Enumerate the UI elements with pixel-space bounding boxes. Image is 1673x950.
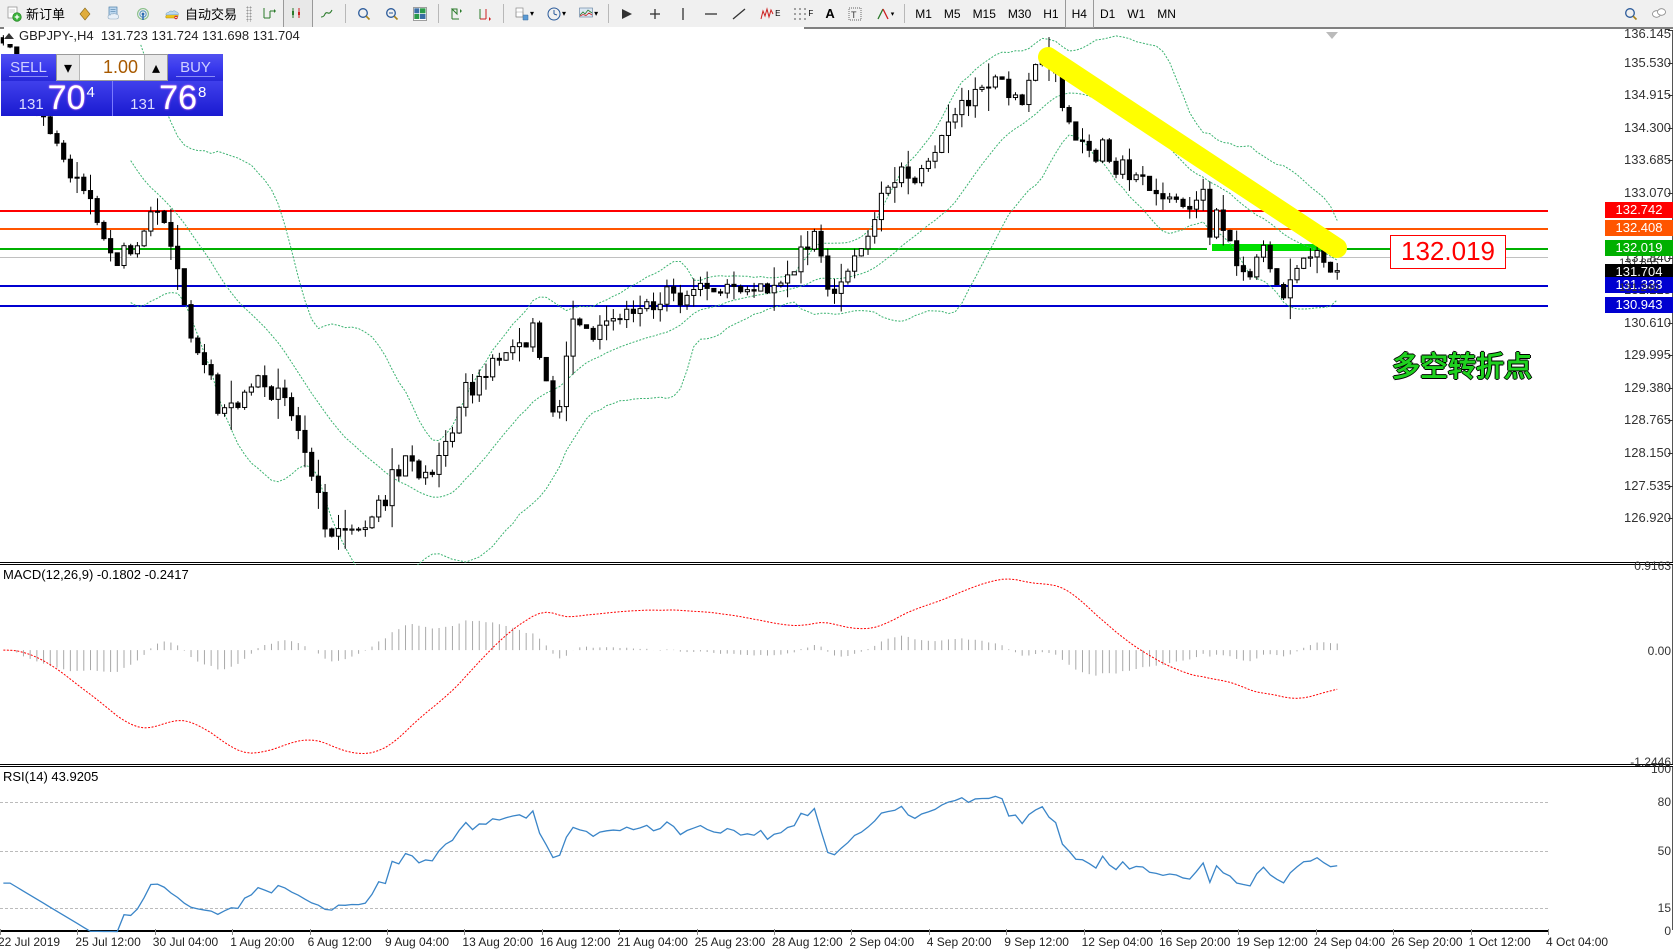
svg-text:T: T bbox=[851, 10, 857, 20]
